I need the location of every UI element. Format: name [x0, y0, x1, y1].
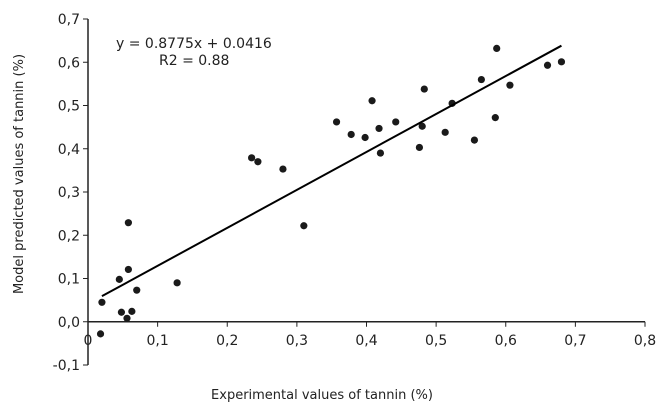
data-point — [470, 136, 479, 144]
trendline-group — [101, 44, 562, 298]
x-tick-label: 0,1 — [146, 333, 168, 349]
data-point — [477, 75, 485, 84]
x-tick-label: 0,4 — [355, 333, 377, 349]
trendline — [101, 44, 562, 298]
equation-label: y = 0.8775x + 0.0416 — [116, 36, 272, 52]
data-point — [128, 307, 136, 315]
data-point — [248, 154, 256, 162]
data-point — [506, 81, 514, 89]
data-point — [491, 114, 499, 122]
y-tick-label: 0,3 — [58, 185, 80, 201]
data-point — [420, 85, 428, 93]
x-tick-label: 0,7 — [564, 333, 586, 349]
data-point — [124, 219, 132, 227]
data-point — [392, 118, 400, 126]
y-tick-label: 0,4 — [58, 142, 80, 158]
x-axis-title: Experimental values of tannin (%) — [211, 388, 433, 403]
data-point — [279, 165, 287, 173]
x-axis: 0 0,1 0,2 0,3 0,4 0,5 0,6 0,7 0,8 — [84, 321, 656, 349]
y-tick-label: 0,0 — [58, 315, 80, 331]
data-point — [117, 308, 126, 316]
data-point — [98, 298, 106, 306]
y-axis: -0,1 0,0 0,1 0,2 0,3 0,4 0,5 0,6 0,7 — [53, 12, 89, 374]
data-points — [96, 44, 566, 338]
data-point — [557, 58, 566, 66]
data-point — [375, 124, 383, 133]
data-point — [254, 158, 262, 166]
y-tick-label: 0,1 — [58, 272, 80, 288]
r2-label: R2 = 0.88 — [159, 53, 229, 69]
data-point — [173, 279, 181, 287]
y-tick-label: -0,1 — [53, 358, 80, 374]
data-point — [115, 275, 123, 283]
data-point — [332, 118, 341, 126]
data-point — [300, 222, 308, 230]
data-point — [376, 149, 385, 157]
y-tick-label: 0,5 — [58, 99, 80, 115]
x-tick-label: 0,3 — [286, 333, 308, 349]
x-tick-label: 0 — [84, 333, 93, 349]
data-point — [368, 97, 376, 105]
data-point — [441, 128, 449, 136]
x-tick-label: 0,2 — [216, 333, 238, 349]
x-tick-label: 0,8 — [634, 333, 656, 349]
data-point — [124, 265, 132, 274]
y-tick-label: 0,2 — [58, 228, 80, 244]
data-point — [361, 133, 369, 142]
data-point — [347, 130, 355, 139]
y-tick-label: 0,7 — [58, 12, 80, 28]
y-axis-title: Model predicted values of tannin (%) — [12, 54, 27, 294]
data-point — [96, 330, 105, 338]
x-tick-label: 0,5 — [425, 333, 447, 349]
data-point — [133, 286, 141, 294]
data-point — [418, 122, 426, 130]
data-point — [415, 143, 424, 152]
x-tick-label: 0,6 — [495, 333, 517, 349]
data-point — [493, 44, 501, 53]
data-point — [543, 61, 552, 69]
y-tick-label: 0,6 — [58, 55, 80, 71]
data-point — [123, 314, 131, 322]
